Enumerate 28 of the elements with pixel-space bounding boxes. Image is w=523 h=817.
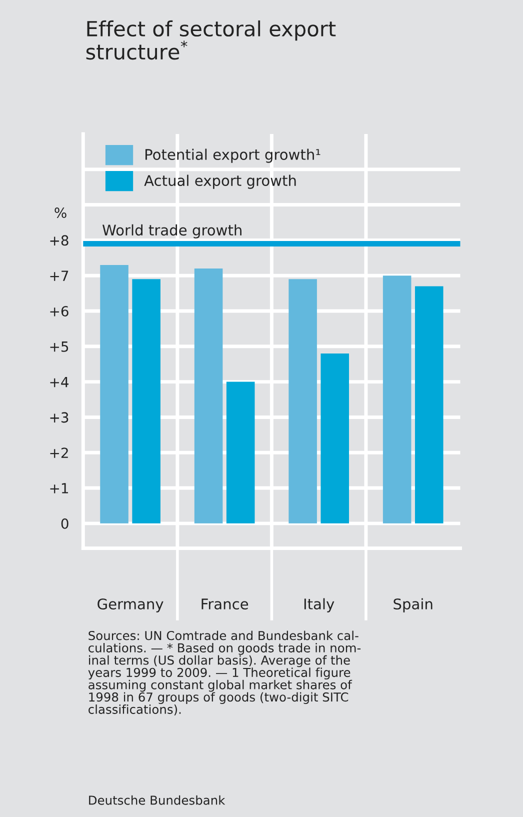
y-tick-label: 0 [61,518,68,529]
ref-line-label: World trade growth [102,224,242,238]
x-tick-label: France [202,598,248,610]
x-tick-label: Italy [304,598,334,612]
bar [288,279,317,524]
bar [100,264,128,524]
y-tick-label: +1 [50,483,68,494]
bar [132,279,160,524]
x-tick-label: Spain [394,598,432,612]
y-tick-label: +8 [50,235,68,246]
y-tick-label: +4 [50,376,68,388]
bar [320,353,349,524]
chart-title: Effect of sectoral export structure$^{*}$ [86,20,336,60]
y-tick-label: +6 [50,306,68,316]
bar [226,382,255,524]
y-tick-label: +3 [50,412,68,423]
y-axis-title: % [54,208,66,218]
legend-label: Potential export growth¹ [145,148,320,163]
bar [382,276,412,524]
bar [194,268,223,524]
bar [414,286,444,524]
text: Deutsche Bundesbank [89,795,226,805]
legend-label: Actual export growth [144,174,296,189]
y-tick-label: +5 [50,342,68,352]
y-tick-label: +7 [50,270,68,281]
x-tick-label: Germany [98,598,164,612]
y-tick-label: +2 [50,448,68,458]
source-note: Sources: UN Comtrade and Bundesbank cal- culations. — * Based on goods trade in nom- inal terms (US dollar basis). Average of the years 1999 to 2009. — 1 Theoretical figure assuming constant global market shares of 1998 in 67 groups of goods (two-digit SITC classifications). [88,630,361,716]
